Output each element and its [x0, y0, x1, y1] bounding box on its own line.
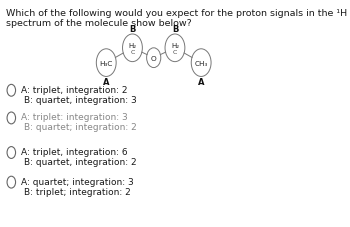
Text: B: quartet, integration: 3: B: quartet, integration: 3	[24, 95, 137, 104]
Text: H₂: H₂	[171, 43, 179, 49]
Text: B: quartet, integration: 2: B: quartet, integration: 2	[24, 157, 137, 166]
Text: A: triplet, integration: 2: A: triplet, integration: 2	[21, 85, 128, 94]
Text: CH₃: CH₃	[195, 60, 208, 66]
Text: C: C	[130, 49, 135, 54]
Text: H₂: H₂	[128, 43, 136, 49]
Text: A: A	[103, 78, 110, 86]
Text: O: O	[151, 55, 156, 62]
Text: B: B	[172, 25, 178, 33]
Text: A: triplet: integration: 3: A: triplet: integration: 3	[21, 113, 128, 122]
Text: B: B	[129, 25, 136, 33]
Text: A: triplet, integration: 6: A: triplet, integration: 6	[21, 147, 128, 156]
Text: A: A	[198, 78, 204, 86]
Text: C: C	[173, 49, 177, 54]
Text: spectrum of the molecule show below?: spectrum of the molecule show below?	[6, 19, 191, 28]
Text: B: quartet; integration: 2: B: quartet; integration: 2	[24, 123, 137, 132]
Text: Which of the following would you expect for the proton signals in the ¹H NMR: Which of the following would you expect …	[6, 9, 350, 18]
Text: B: triplet; integration: 2: B: triplet; integration: 2	[24, 187, 131, 196]
Text: H₃C: H₃C	[99, 60, 113, 66]
Text: A: quartet; integration: 3: A: quartet; integration: 3	[21, 177, 134, 186]
